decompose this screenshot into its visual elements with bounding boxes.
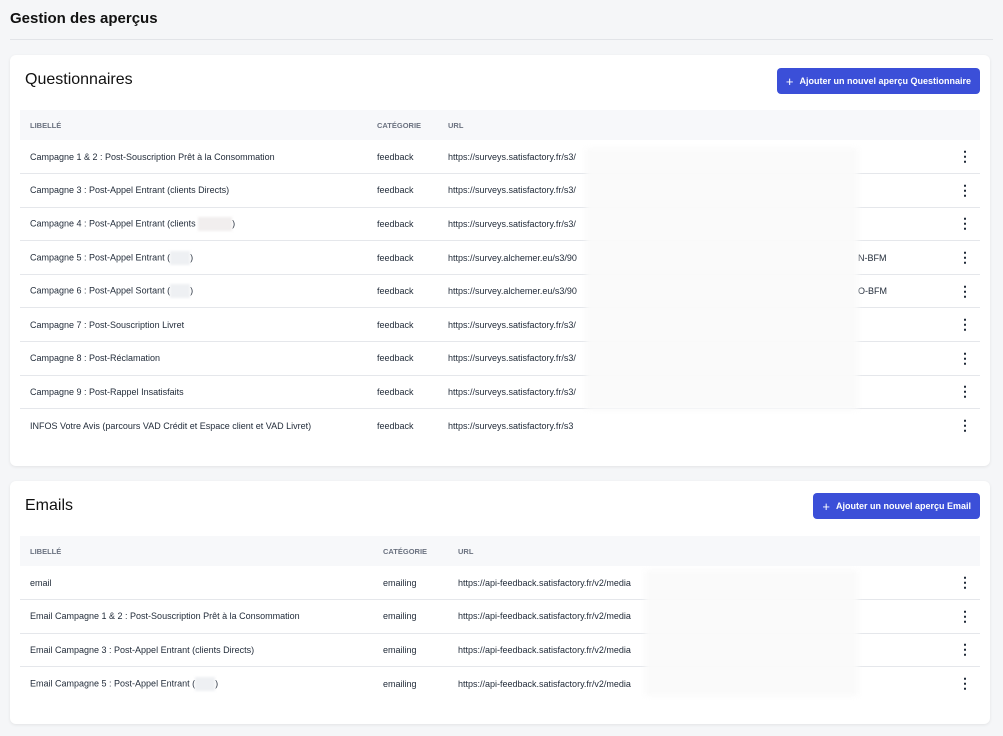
table-header: LIBELLÉ CATÉGORIE URL [20, 536, 980, 566]
row-category: feedback [377, 286, 414, 297]
redaction-blur [586, 148, 858, 410]
row-url: https://survey.alchemer.eu/s3/90 O-BFM [448, 286, 887, 297]
section-title: Emails [25, 497, 74, 514]
column-header: CATÉGORIE [377, 120, 422, 130]
row-url: https://surveys.satisfactory.fr/s3/ [448, 319, 576, 330]
row-label: Campagne 1 & 2 : Post-Souscription Prêt … [30, 151, 275, 162]
row-label: Campagne 7 : Post-Souscription Livret [30, 319, 185, 330]
more-vertical-icon[interactable]: ⋮ [958, 641, 972, 658]
redacted-text [195, 676, 216, 691]
row-url: https://surveys.satisfactory.fr/s3/ [448, 185, 576, 196]
table-row[interactable]: Email Campagne 3 : Post-Appel Entrant (c… [20, 633, 980, 667]
page-title: Gestion des aperçus [10, 10, 158, 27]
row-label: Campagne 8 : Post-Réclamation [30, 353, 161, 364]
more-vertical-icon[interactable]: ⋮ [958, 607, 972, 624]
table-row[interactable]: Campagne 5 : Post-Appel Entrant () feedba… [20, 241, 980, 275]
column-header: LIBELLÉ [30, 546, 62, 556]
row-category: feedback [377, 319, 414, 330]
button-label: Ajouter un nouvel aperçu Email [835, 501, 971, 511]
row-label: email [30, 577, 52, 588]
row-label: Campagne 6 : Post-Appel Sortant () [20, 274, 377, 308]
questionnaires-table: LIBELLÉ CATÉGORIE URL Campagne 1 & 2 : P… [20, 110, 980, 442]
more-vertical-icon[interactable]: ⋮ [958, 417, 972, 434]
table-header: LIBELLÉ CATÉGORIE URL [20, 110, 980, 140]
row-label: Email Campagne 5 : Post-Appel Entrant () [20, 667, 383, 701]
row-category: emailing [383, 577, 417, 588]
more-vertical-icon[interactable]: ⋮ [958, 349, 972, 366]
column-header: LIBELLÉ [30, 120, 62, 130]
row-category: feedback [377, 151, 414, 162]
row-category: feedback [377, 252, 414, 263]
column-header: URL [458, 546, 474, 556]
column-header: URL [448, 120, 464, 130]
row-label: Campagne 3 : Post-Appel Entrant (clients… [30, 185, 230, 196]
more-vertical-icon[interactable]: ⋮ [958, 249, 972, 266]
row-category: emailing [383, 611, 417, 622]
table-row[interactable]: INFOS Votre Avis (parcours VAD Crédit et… [20, 409, 980, 443]
table-row[interactable]: Campagne 4 : Post-Appel Entrant (clients… [20, 207, 980, 241]
row-url: https://api-feedback.satisfactory.fr/v2/… [458, 577, 631, 588]
row-url: https://api-feedback.satisfactory.fr/v2/… [458, 644, 631, 655]
row-label: Campagne 5 : Post-Appel Entrant () [20, 241, 377, 275]
table-row[interactable]: Email Campagne 1 & 2 : Post-Souscription… [20, 600, 980, 634]
more-vertical-icon[interactable]: ⋮ [958, 574, 972, 591]
table-row[interactable]: Campagne 9 : Post-Rappel Insatisfaits fee… [20, 375, 980, 409]
row-category: feedback [377, 218, 414, 229]
more-vertical-icon[interactable]: ⋮ [958, 316, 972, 333]
redacted-text [198, 216, 233, 231]
questionnaires-card: Questionnaires + Ajouter un nouvel aperçu… [10, 55, 990, 466]
row-category: feedback [377, 420, 414, 431]
row-url: https://survey.alchemer.eu/s3/90 N-BFM [448, 252, 887, 263]
row-url: https://surveys.satisfactory.fr/s3/ [448, 151, 576, 162]
row-label: Email Campagne 3 : Post-Appel Entrant (c… [30, 644, 255, 655]
more-vertical-icon[interactable]: ⋮ [958, 181, 972, 198]
row-url: https://surveys.satisfactory.fr/s3 [448, 420, 574, 431]
section-title: Questionnaires [25, 71, 133, 88]
row-label: Email Campagne 1 & 2 : Post-Souscription… [30, 611, 300, 622]
emails-table: LIBELLÉ CATÉGORIE URL email emailing https… [20, 536, 980, 700]
emails-card: Emails + Ajouter un nouvel aperçu Email L… [10, 481, 990, 724]
column-header: CATÉGORIE [383, 546, 428, 556]
row-category: feedback [377, 185, 414, 196]
row-url: https://surveys.satisfactory.fr/s3/ [448, 353, 576, 364]
more-vertical-icon[interactable]: ⋮ [958, 383, 972, 400]
row-category: emailing [383, 678, 417, 689]
more-vertical-icon[interactable]: ⋮ [958, 282, 972, 299]
add-email-button[interactable]: + Ajouter un nouvel aperçu Email [813, 493, 980, 519]
table-row[interactable]: Campagne 8 : Post-Réclamation feedback htt… [20, 342, 980, 376]
redaction-blur [645, 570, 858, 696]
row-category: feedback [377, 386, 414, 397]
table-row[interactable]: Campagne 6 : Post-Appel Sortant () feedba… [20, 274, 980, 308]
redacted-text [170, 284, 191, 299]
row-label: Campagne 9 : Post-Rappel Insatisfaits [30, 386, 184, 397]
row-label: INFOS Votre Avis (parcours VAD Crédit et… [30, 420, 312, 431]
plus-icon: + [822, 498, 830, 514]
table-row[interactable]: Campagne 7 : Post-Souscription Livret fee… [20, 308, 980, 342]
row-label: Campagne 4 : Post-Appel Entrant (clients… [20, 207, 377, 241]
redacted-text [170, 250, 191, 265]
table-row[interactable]: Email Campagne 5 : Post-Appel Entrant ()… [20, 667, 980, 701]
plus-icon: + [785, 73, 794, 89]
row-url: https://api-feedback.satisfactory.fr/v2/… [458, 611, 631, 622]
row-category: emailing [383, 644, 417, 655]
table-row[interactable]: Campagne 3 : Post-Appel Entrant (clients… [20, 174, 980, 208]
page-header: Gestion des aperçus [10, 0, 993, 40]
more-vertical-icon[interactable]: ⋮ [958, 215, 972, 232]
add-questionnaire-button[interactable]: + Ajouter un nouvel aperçu Questionnaire [776, 68, 980, 94]
row-url: https://surveys.satisfactory.fr/s3/ [448, 218, 576, 229]
table-row[interactable]: email emailing https://api-feedback.satisf… [20, 566, 980, 600]
table-row[interactable]: Campagne 1 & 2 : Post-Souscription Prêt … [20, 140, 980, 174]
more-vertical-icon[interactable]: ⋮ [958, 675, 972, 692]
button-label: Ajouter un nouvel aperçu Questionnaire [799, 76, 971, 86]
row-url: https://api-feedback.satisfactory.fr/v2/… [458, 678, 631, 689]
row-url: https://surveys.satisfactory.fr/s3/ [448, 386, 576, 397]
row-category: feedback [377, 353, 414, 364]
more-vertical-icon[interactable]: ⋮ [958, 148, 972, 165]
